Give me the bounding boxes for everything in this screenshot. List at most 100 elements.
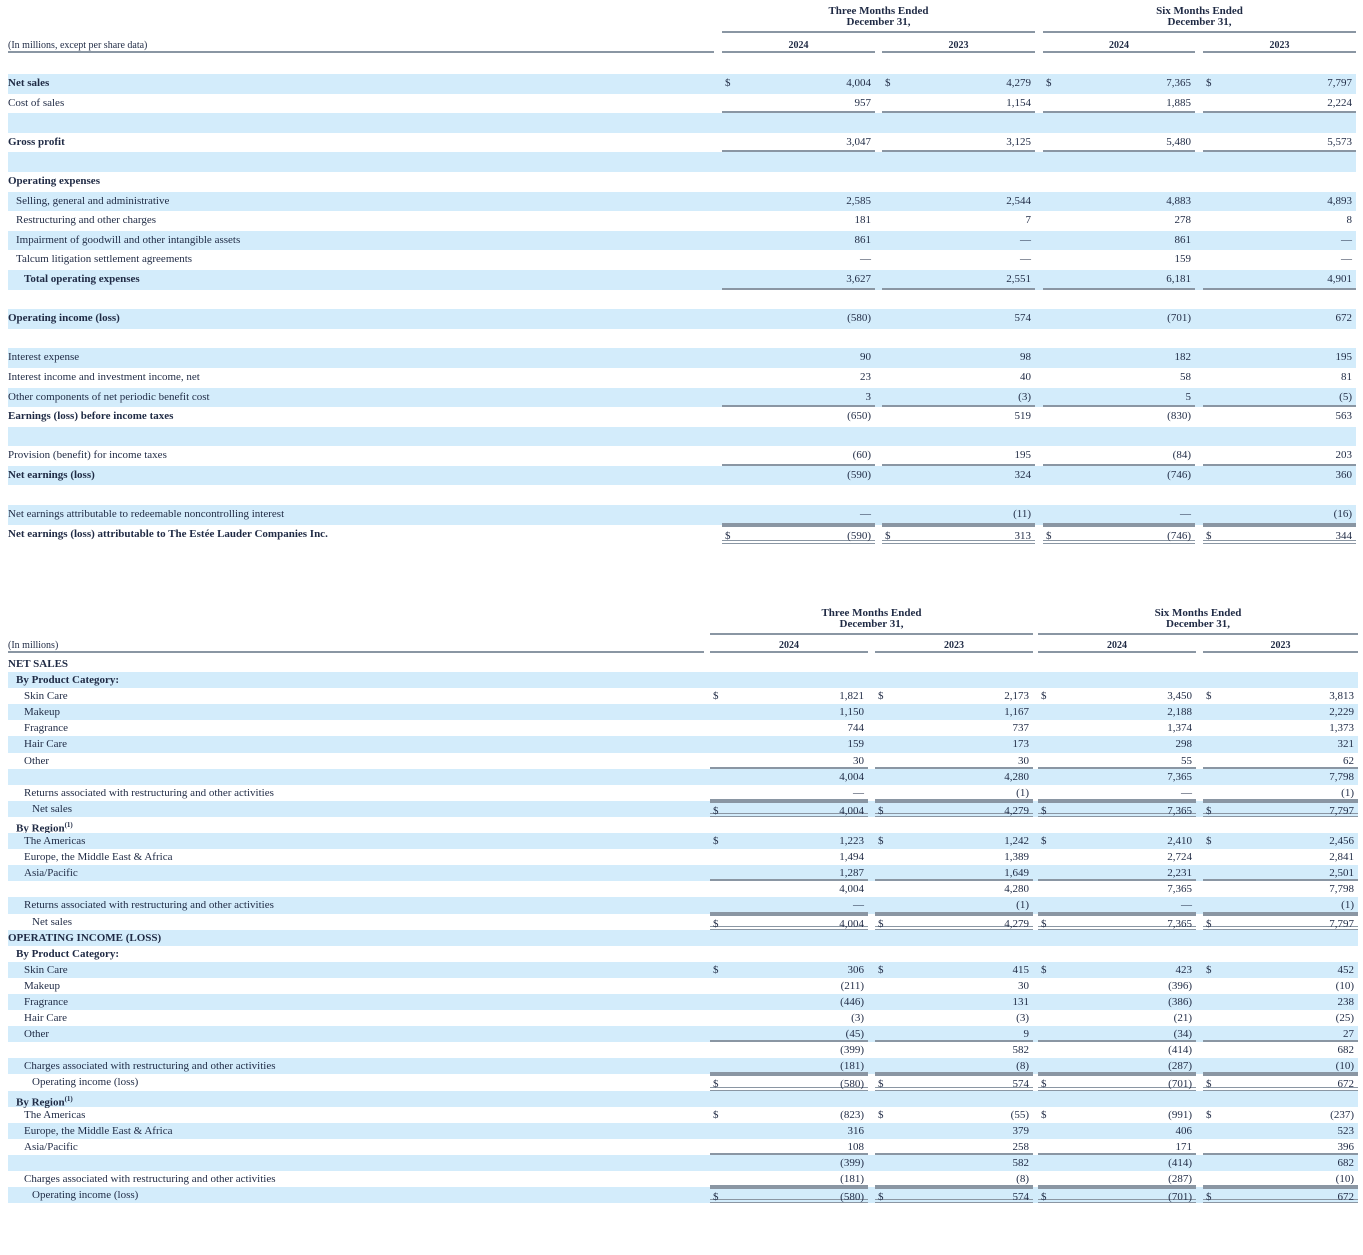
row-label-text: Net earnings (loss) [8, 468, 95, 481]
value-cell [1203, 930, 1358, 946]
value: 4,004 [839, 770, 864, 783]
row-label-text: Provision (benefit) for income taxes [8, 449, 167, 462]
value: 55 [1181, 754, 1192, 767]
value: (5) [1339, 390, 1352, 403]
value: 4,901 [1327, 272, 1352, 285]
value-cell: 108 [710, 1139, 868, 1155]
value-cell: 2,224 [1203, 94, 1356, 114]
value-cell: $4,004 [710, 800, 868, 817]
value-cell: (386) [1038, 994, 1196, 1010]
currency-symbol: $ [713, 1078, 719, 1091]
row-label: Interest expense [8, 348, 79, 368]
value-cell: (3) [882, 388, 1035, 408]
table-row: Operating income (loss) (580) 574 (701) 672 [8, 309, 1356, 329]
value: 574 [1012, 1191, 1030, 1204]
row-label: Returns associated with restructuring an… [8, 785, 274, 801]
value-cell [882, 427, 1035, 447]
value-cell: 195 [882, 446, 1035, 466]
value: (414) [1168, 1156, 1192, 1169]
value: 519 [1014, 410, 1032, 423]
value: 957 [854, 96, 872, 109]
row-label-text: By Product Category: [16, 674, 120, 687]
currency-symbol: $ [713, 963, 719, 976]
period-header: Six Months Ended December 31, [1043, 6, 1356, 33]
row-label-text: OPERATING INCOME (LOSS) [8, 931, 162, 944]
value: 1,885 [1166, 96, 1191, 109]
footnote-marker: (1) [64, 820, 73, 829]
value: 298 [1175, 738, 1193, 751]
value-cell: $4,279 [875, 800, 1033, 817]
row-label: The Americas [8, 1107, 85, 1123]
value-cell: $313 [882, 524, 1035, 545]
row-label-text: Asia/Pacific [24, 1140, 78, 1153]
table-row [8, 152, 1356, 172]
value-cell: 7 [882, 211, 1035, 231]
value: 7,797 [1329, 804, 1354, 817]
row-label-text: Net sales [32, 915, 73, 928]
row-label: Charges associated with restructuring an… [8, 1058, 276, 1074]
value: 4,279 [1004, 804, 1029, 817]
currency-symbol: $ [1206, 917, 1212, 930]
value: 396 [1337, 1140, 1355, 1153]
value: 5 [1185, 390, 1192, 403]
value-cell: 7,798 [1203, 769, 1358, 785]
value: 582 [1012, 1044, 1030, 1057]
table-row: Other components of net periodic benefit… [8, 387, 1356, 408]
value: 7,365 [1167, 804, 1192, 817]
value-cell: (3) [875, 1010, 1033, 1026]
value-cell: 861 [722, 231, 875, 251]
value: — [860, 253, 871, 266]
value-cell: — [1203, 231, 1356, 251]
value: (590) [847, 529, 871, 542]
table-row: Net earnings (loss) attributable to The … [8, 524, 1356, 545]
value-cell: 1,885 [1043, 94, 1195, 114]
value: 344 [1335, 529, 1353, 542]
value: 3,125 [1006, 135, 1031, 148]
value-cell: 1,150 [710, 704, 868, 720]
row-label-text: Restructuring and other charges [16, 214, 157, 227]
value-cell: 131 [875, 994, 1033, 1010]
row-label: Operating expenses [8, 172, 100, 192]
value-cell: 2,231 [1038, 865, 1196, 882]
value: 62 [1343, 754, 1354, 767]
value-cell [1203, 113, 1356, 133]
value-cell: 3 [722, 388, 875, 408]
value-cell [710, 946, 868, 962]
row-label-text: Net sales [32, 802, 73, 815]
value: 523 [1337, 1124, 1355, 1137]
value: 4,279 [1004, 917, 1029, 930]
value-cell: 324 [882, 466, 1035, 486]
table-row: Other 30 30 55 62 [8, 753, 1358, 769]
row-label: By Product Category: [8, 672, 119, 688]
row-label-text: Selling, general and administrative [16, 194, 170, 207]
value: 2,456 [1329, 835, 1354, 848]
value: (10) [1335, 1060, 1354, 1073]
row-label: Talcum litigation settlement agreements [8, 250, 192, 270]
row-label: Provision (benefit) for income taxes [8, 446, 167, 466]
row-label-text: Makeup [24, 706, 61, 719]
value-cell: 2,501 [1203, 865, 1358, 882]
currency-symbol: $ [1206, 1191, 1212, 1204]
row-label-text: Other [24, 1028, 50, 1041]
row-label: Interest income and investment income, n… [8, 368, 200, 388]
table-row: Cost of sales 957 1,154 1,885 2,224 [8, 94, 1356, 114]
value: (3) [1018, 390, 1031, 403]
currency-symbol: $ [1041, 963, 1047, 976]
value-cell: (181) [710, 1058, 868, 1075]
value-cell: (181) [710, 1171, 868, 1188]
value-cell: 523 [1203, 1123, 1358, 1139]
row-label: Net earnings (loss) [8, 466, 95, 486]
row-label-text: Operating expenses [8, 174, 100, 187]
currency-symbol: $ [1041, 1191, 1047, 1204]
value-cell: 238 [1203, 994, 1358, 1010]
value: (1) [1016, 786, 1029, 799]
value-cell [722, 152, 875, 172]
value: (25) [1335, 1012, 1354, 1025]
currency-symbol: $ [725, 529, 731, 542]
currency-symbol: $ [1041, 835, 1047, 848]
value-cell [882, 290, 1035, 310]
value-cell [710, 672, 868, 688]
table-row [8, 113, 1356, 133]
row-label: Operating income (loss) [8, 309, 120, 329]
row-label-text: Fragrance [24, 722, 68, 735]
